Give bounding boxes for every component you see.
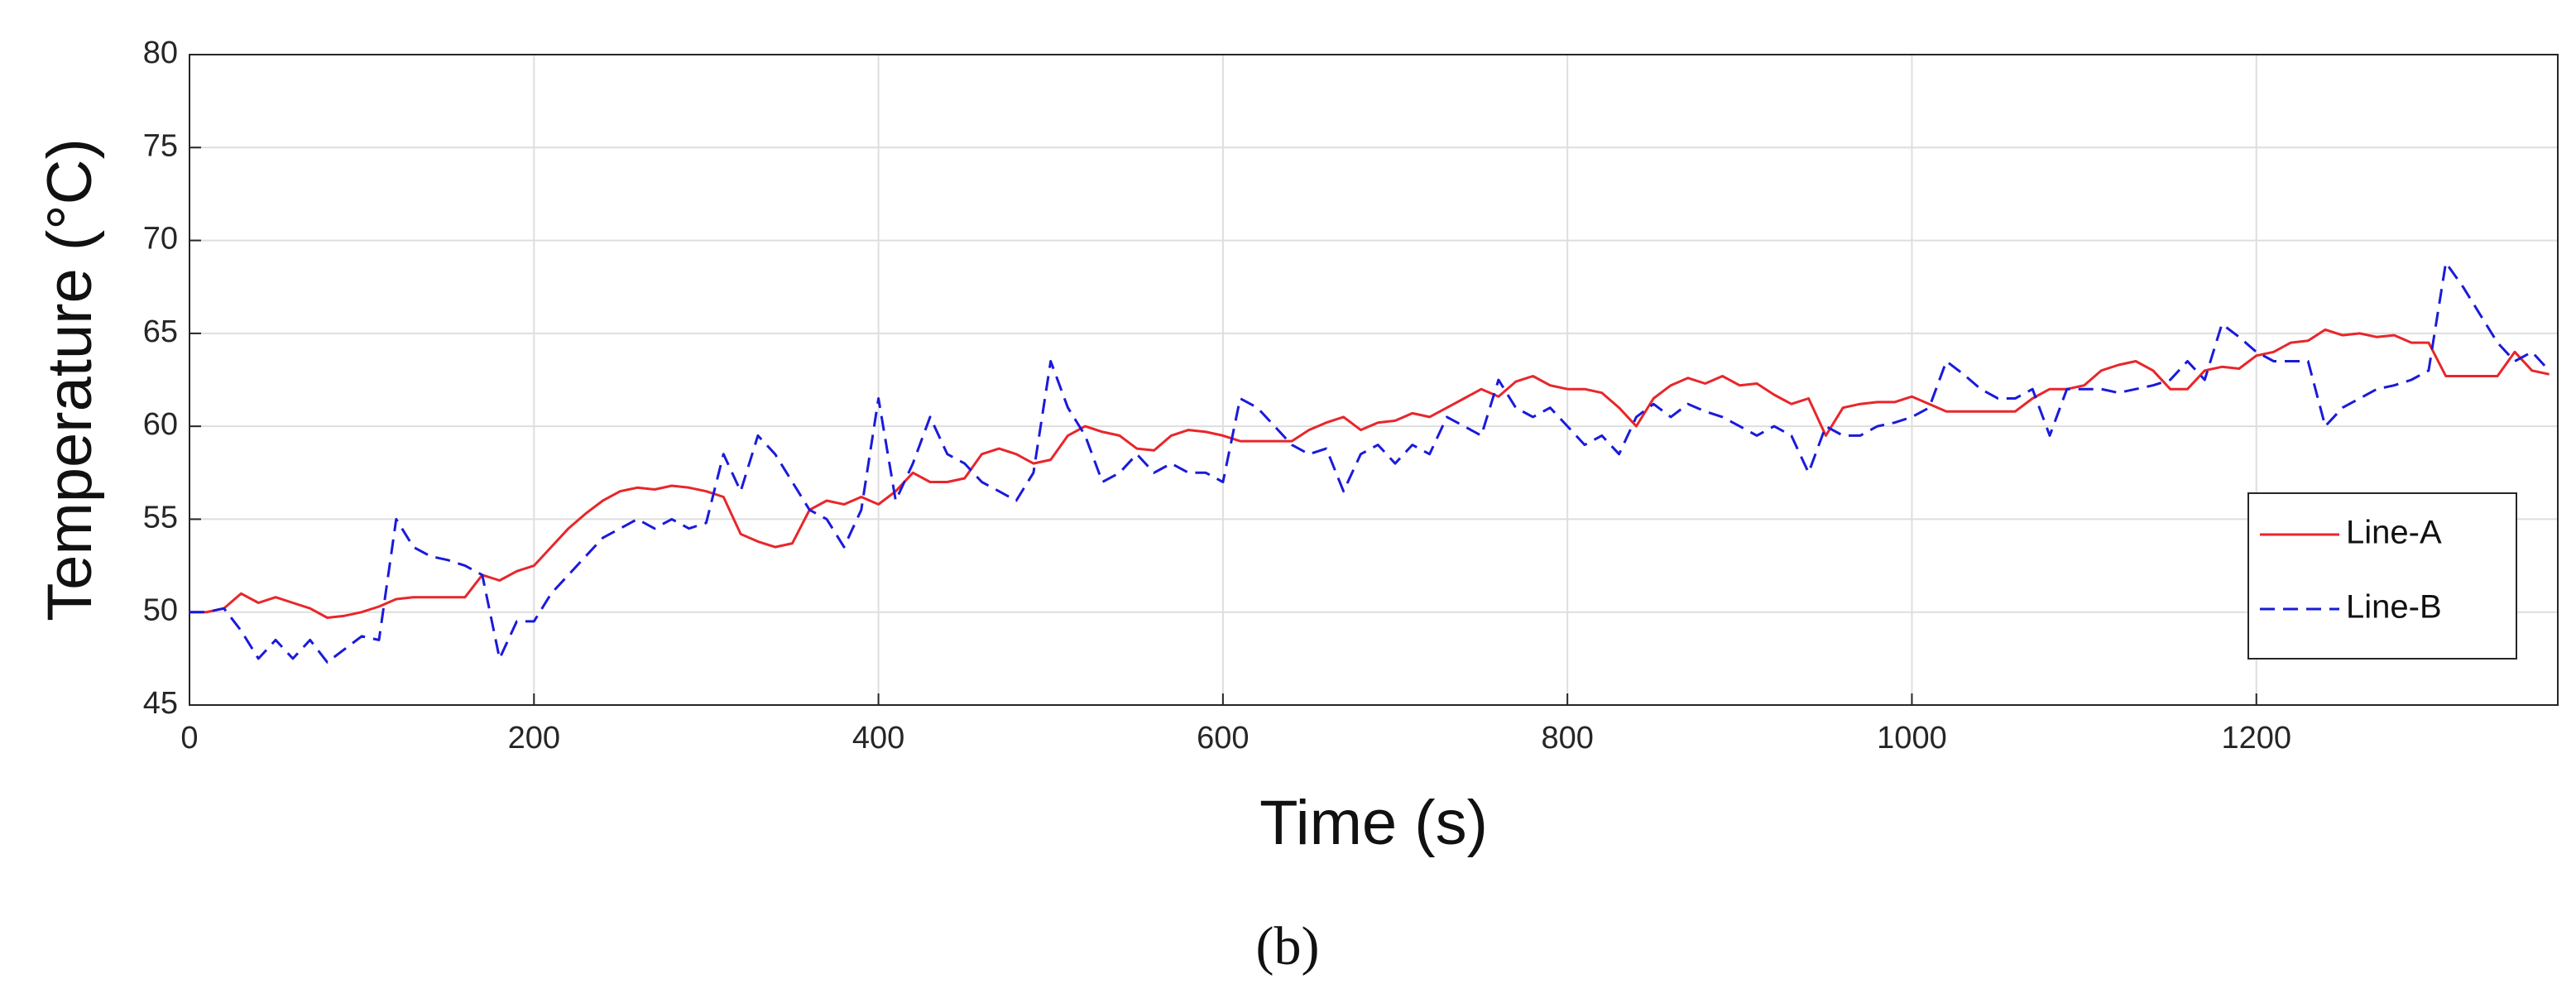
- x-axis-title: Time (s): [1259, 788, 1488, 858]
- data-line: [189, 328, 2550, 619]
- x-tick-label: 0: [180, 721, 198, 756]
- y-axis-title: Temperature (°C): [35, 138, 105, 621]
- legend: Line-A Line-B: [2247, 492, 2517, 660]
- x-tick-label: 1200: [2221, 721, 2291, 756]
- x-tick-label: 400: [852, 721, 904, 756]
- legend-label: Line-A: [2346, 515, 2442, 551]
- x-tick-label: 800: [1541, 721, 1593, 756]
- legend-box: [2247, 492, 2517, 660]
- x-tick-label: 600: [1197, 721, 1249, 756]
- y-tick-label: 80: [143, 36, 178, 70]
- legend-label: Line-B: [2346, 589, 2442, 626]
- y-tick-label: 55: [143, 500, 178, 535]
- x-tick-label: 200: [508, 721, 560, 756]
- y-tick-label: 75: [143, 128, 178, 163]
- caption: (b): [1256, 916, 1320, 976]
- x-tick-label: 1000: [1877, 721, 1947, 756]
- plot-frame: [189, 54, 2559, 706]
- data-line: [189, 261, 2550, 664]
- y-tick-label: 45: [143, 686, 178, 721]
- y-tick-label: 65: [143, 314, 178, 349]
- y-tick-label: 60: [143, 407, 178, 442]
- y-tick-label: 70: [143, 222, 178, 257]
- y-tick-label: 50: [143, 593, 178, 628]
